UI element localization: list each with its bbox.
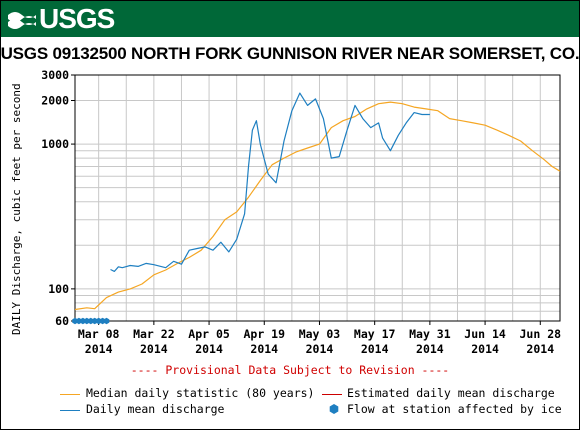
usgs-banner: USGS	[1, 1, 579, 37]
x-tick-label: May 03	[299, 327, 341, 341]
legend-daily-label: Daily mean discharge	[86, 402, 225, 416]
legend-estimated-swatch	[322, 394, 342, 395]
usgs-logo[interactable]: USGS	[7, 3, 115, 34]
x-tick-label: Apr 05	[188, 327, 230, 341]
provisional-note: ---- Provisional Data Subject to Revisio…	[130, 363, 450, 377]
legend-median-swatch	[60, 394, 80, 395]
y-tick-label: 2000	[41, 93, 69, 107]
legend-estimated-label: Estimated daily mean discharge	[347, 386, 555, 400]
legend-daily-swatch	[60, 410, 80, 411]
x-tick-label: May 31	[409, 327, 451, 341]
x-tick-label: Apr 19	[243, 327, 285, 341]
x-tick-label: Mar 22	[133, 327, 175, 341]
legend-median-label: Median daily statistic (80 years)	[86, 386, 315, 400]
x-tick-label: Jun 28	[520, 327, 562, 341]
x-tick-year: 2014	[526, 342, 554, 356]
y-tick-label: 1000	[41, 137, 69, 151]
usgs-wave-icon	[8, 12, 36, 29]
ice-point	[103, 317, 110, 325]
y-tick-label: 100	[48, 282, 69, 296]
plot-area-border	[74, 74, 561, 322]
usgs-logo-text: USGS	[39, 3, 115, 34]
x-tick-year: 2014	[306, 342, 334, 356]
x-tick-year: 2014	[85, 342, 113, 356]
x-tick-year: 2014	[471, 342, 499, 356]
x-tick-year: 2014	[361, 342, 389, 356]
y-tick-label: 60	[55, 314, 69, 328]
y-tick-label: 3000	[41, 68, 69, 82]
x-tick-label: Mar 08	[78, 327, 120, 341]
series-line-2	[110, 92, 430, 272]
y-axis-label: DAILY Discharge, cubic feet per second	[10, 83, 23, 335]
x-tick-year: 2014	[140, 342, 168, 356]
legend-ice-label: Flow at station affected by ice	[347, 402, 562, 416]
x-tick-year: 2014	[250, 342, 278, 356]
chart-title: USGS 09132500 NORTH FORK GUNNISON RIVER …	[0, 44, 580, 63]
x-tick-label: Jun 14	[464, 327, 506, 341]
x-tick-year: 2014	[416, 342, 444, 356]
series-line-0	[74, 101, 561, 311]
legend-ice-marker	[329, 404, 339, 414]
x-tick-year: 2014	[195, 342, 223, 356]
x-tick-label: May 17	[354, 327, 396, 341]
